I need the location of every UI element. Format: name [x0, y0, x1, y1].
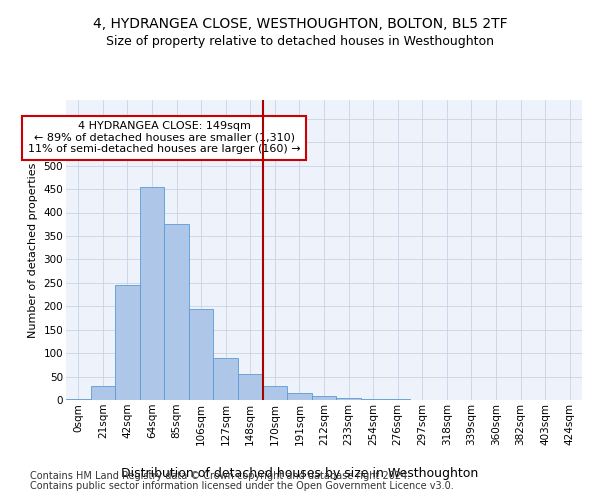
- Bar: [312, 396, 336, 400]
- Text: Distribution of detached houses by size in Westhoughton: Distribution of detached houses by size …: [121, 468, 479, 480]
- Bar: [361, 399, 385, 400]
- Bar: [214, 358, 238, 400]
- Bar: [115, 285, 140, 400]
- Bar: [263, 386, 287, 400]
- Bar: [385, 399, 410, 400]
- Bar: [164, 224, 189, 400]
- Bar: [91, 386, 115, 400]
- Bar: [336, 398, 361, 400]
- Text: Contains HM Land Registry data © Crown copyright and database right 2024.: Contains HM Land Registry data © Crown c…: [30, 471, 410, 481]
- Bar: [189, 308, 214, 400]
- Text: 4, HYDRANGEA CLOSE, WESTHOUGHTON, BOLTON, BL5 2TF: 4, HYDRANGEA CLOSE, WESTHOUGHTON, BOLTON…: [92, 18, 508, 32]
- Text: Contains public sector information licensed under the Open Government Licence v3: Contains public sector information licen…: [30, 481, 454, 491]
- Text: 4 HYDRANGEA CLOSE: 149sqm
← 89% of detached houses are smaller (1,310)
11% of se: 4 HYDRANGEA CLOSE: 149sqm ← 89% of detac…: [28, 121, 301, 154]
- Bar: [66, 399, 91, 400]
- Bar: [140, 186, 164, 400]
- Y-axis label: Number of detached properties: Number of detached properties: [28, 162, 38, 338]
- Text: Size of property relative to detached houses in Westhoughton: Size of property relative to detached ho…: [106, 35, 494, 48]
- Bar: [287, 393, 312, 400]
- Bar: [238, 374, 263, 400]
